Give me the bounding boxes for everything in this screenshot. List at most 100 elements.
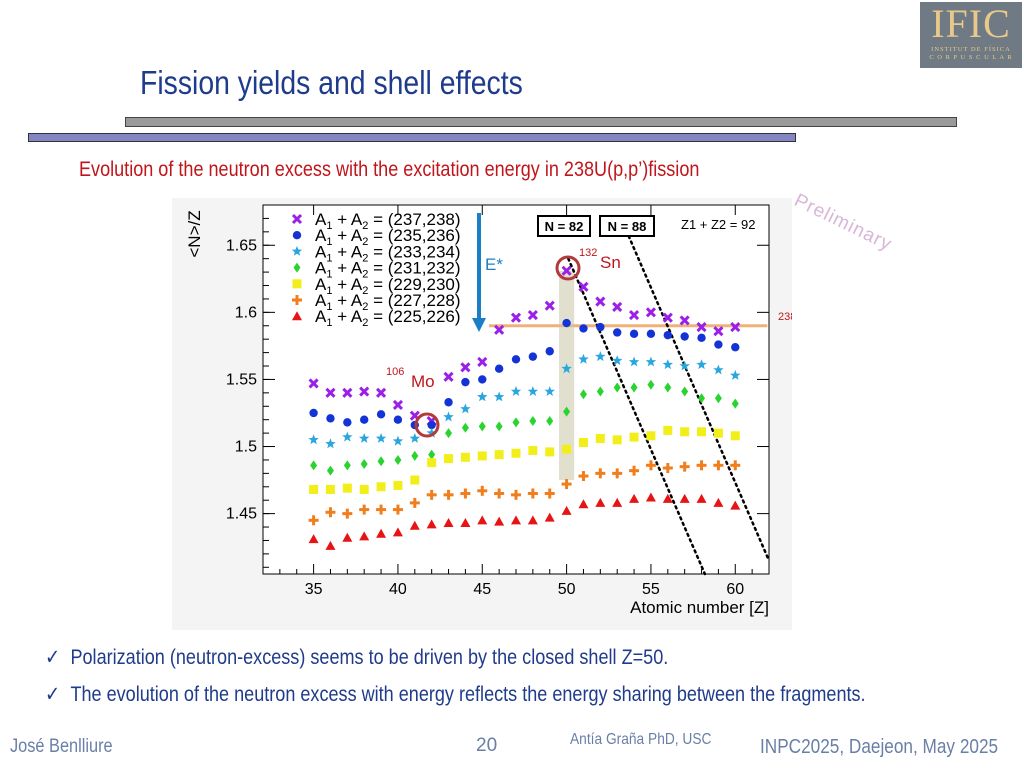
n82-box (537, 215, 591, 237)
data-point (628, 356, 640, 367)
x-tick-label: 35 (305, 581, 323, 598)
data-point (392, 504, 403, 515)
marker-x-stroke (645, 307, 656, 318)
marker-x-stroke (342, 387, 353, 398)
data-point (494, 324, 505, 335)
data-point (460, 518, 471, 528)
marker-x-stroke (527, 309, 538, 321)
x-tick-label: 60 (726, 581, 744, 598)
data-point (645, 460, 656, 471)
data-point (731, 343, 740, 352)
data-point (679, 360, 690, 371)
data-point (527, 488, 538, 499)
data-point (426, 489, 437, 500)
data-point (360, 415, 369, 424)
mo-symbol-label: Mo (411, 372, 435, 391)
legend-marker (291, 213, 303, 225)
data-point (360, 458, 368, 469)
data-point (310, 460, 318, 471)
marker-x-stroke (696, 322, 707, 333)
data-point (460, 403, 471, 414)
y-tick-label: 1.6 (235, 304, 257, 321)
legend-entry-label: A1 + A2 = (229,230) (315, 275, 461, 297)
data-point (696, 322, 707, 333)
legend-marker (293, 262, 301, 273)
data-point (342, 431, 353, 442)
marker-x-stroke (443, 371, 454, 382)
data-point (696, 493, 707, 503)
data-point (679, 493, 690, 503)
x-tick-label: 45 (473, 581, 491, 598)
data-point (561, 479, 572, 490)
data-point (662, 312, 673, 323)
y-tick-label: 1.45 (226, 506, 257, 523)
data-point (731, 398, 739, 409)
data-point (461, 422, 469, 433)
data-point (679, 315, 690, 326)
data-point (696, 359, 707, 370)
z-sum-label: Z1 + Z2 = 92 (681, 217, 755, 232)
data-point (494, 450, 504, 460)
data-point (443, 371, 454, 382)
y-axis-label: <N>/Z (185, 210, 204, 257)
page-number: 20 (476, 735, 498, 756)
data-point (697, 427, 707, 437)
data-point (662, 359, 673, 370)
data-point (528, 446, 538, 456)
data-point (528, 352, 538, 361)
data-point (343, 460, 351, 471)
data-point (595, 433, 605, 443)
data-point (409, 433, 420, 443)
marker-x-stroke (595, 296, 606, 307)
marker-x-stroke (662, 312, 673, 323)
data-point (443, 489, 454, 500)
marker-x-stroke (629, 309, 640, 321)
logo-subtext-2: C O R P U S C U L A R (929, 54, 1013, 61)
data-point (409, 497, 420, 508)
data-point (494, 364, 504, 373)
data-point (460, 488, 471, 499)
data-point (443, 518, 454, 528)
data-point (730, 322, 741, 333)
data-point (359, 484, 369, 494)
data-point (460, 452, 470, 462)
data-point (578, 281, 589, 292)
data-point (376, 504, 387, 515)
data-point (595, 497, 606, 507)
data-point (680, 332, 689, 341)
data-point (698, 393, 706, 404)
data-point (445, 428, 453, 439)
bullet-1-text: Polarization (neutron-excess) seems to b… (70, 646, 669, 669)
data-point (342, 532, 353, 542)
legend-marker (292, 311, 302, 321)
data-point (713, 460, 724, 471)
data-point (612, 435, 622, 445)
data-point (629, 329, 639, 339)
data-point (308, 515, 319, 526)
data-point (664, 382, 672, 393)
data-point (714, 393, 722, 404)
data-point (478, 421, 486, 432)
marker-x-stroke (561, 265, 572, 276)
marker-x-stroke (612, 301, 623, 313)
data-point (579, 324, 588, 333)
y-tick-label: 1.55 (226, 371, 257, 388)
data-point (376, 482, 386, 492)
slide-title: Fission yields and shell effects (140, 64, 523, 101)
y-tick-label: 1.5 (235, 439, 257, 456)
data-point (696, 460, 707, 471)
legend-marker (292, 295, 302, 305)
data-point (443, 411, 454, 422)
n82-label: N = 82 (545, 219, 584, 234)
data-point (612, 497, 623, 507)
data-point (595, 351, 606, 362)
data-point (662, 493, 673, 503)
data-point (730, 369, 741, 380)
data-point (477, 485, 488, 496)
data-point (409, 520, 420, 530)
n88-label: N = 88 (608, 219, 647, 234)
axis-ticks: 35 40 45 50 55 60 1.45 1.5 1.55 1.6 1.65 (226, 205, 769, 598)
marker-x-stroke (392, 399, 403, 410)
data-point (325, 507, 336, 518)
data-point (426, 519, 437, 529)
